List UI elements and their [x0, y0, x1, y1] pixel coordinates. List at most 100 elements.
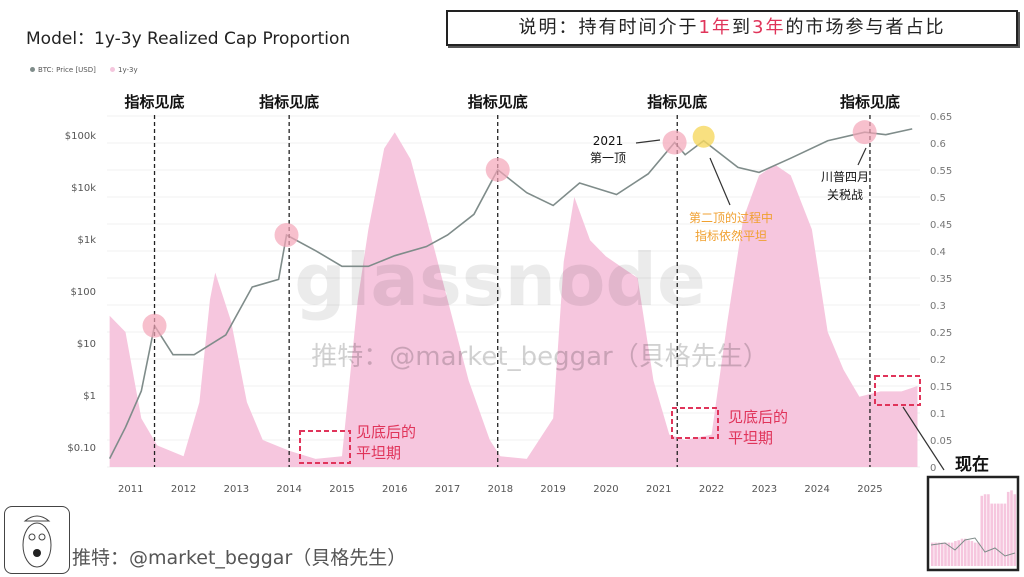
- inset-bar: [950, 542, 954, 566]
- inset-bar: [947, 542, 951, 566]
- annotation-flat-b: 平坦期: [728, 429, 773, 447]
- flat-period-box: [299, 430, 351, 464]
- annotation-2021: 2021: [593, 134, 624, 148]
- inset-bar: [934, 542, 937, 566]
- bottom-label: 指标见底: [840, 93, 900, 111]
- footer-handle: 推特：@market_beggar（貝格先生）: [72, 547, 407, 569]
- note-text: 到: [732, 17, 752, 38]
- right-tick-label: 0.55: [930, 166, 952, 177]
- inset-bar: [1013, 494, 1017, 566]
- peak-circle: [852, 120, 877, 145]
- x-tick-label: 2011: [118, 484, 143, 495]
- x-tick-label: 2016: [382, 484, 407, 495]
- inset-bar: [1010, 490, 1013, 566]
- right-tick-label: 0.65: [930, 112, 952, 123]
- inset-bar: [1000, 503, 1003, 566]
- x-tick-label: 2021: [646, 484, 671, 495]
- inset-bar: [1006, 491, 1010, 566]
- watermark-glassnode: glassnode: [294, 238, 706, 322]
- left-tick-label: $100: [71, 287, 96, 298]
- inset-bar: [954, 541, 957, 566]
- right-tick-label: 0.45: [930, 220, 952, 231]
- inset-bar: [931, 542, 934, 566]
- inset-bar: [967, 540, 970, 566]
- inset-bar: [940, 542, 944, 566]
- note-text: 的市场参与者占比: [785, 17, 946, 38]
- peak-circle: [274, 223, 299, 247]
- x-tick-label: 2020: [593, 484, 618, 495]
- right-tick-label: 0.1: [930, 409, 946, 420]
- annotation-trump: 川普四月: [821, 170, 869, 184]
- legend-dot: [30, 67, 35, 72]
- x-tick-label: 2017: [435, 484, 460, 495]
- inset-bar: [983, 494, 987, 566]
- inset-price-line: [930, 537, 1016, 557]
- x-tick-label: 2012: [171, 484, 196, 495]
- chart-title: Model：1y-3y Realized Cap Proportion: [26, 29, 351, 49]
- explanation-box: 说明：持有时间介于1年到3年的市场参与者占比: [446, 10, 1018, 46]
- left-tick-label: $1: [83, 391, 96, 402]
- legend-1y3y: 1y-3y: [110, 66, 138, 74]
- x-tick-label: 2023: [752, 484, 777, 495]
- annotation-second-top-b: 指标依然平坦: [695, 228, 767, 243]
- left-tick-label: $1k: [77, 235, 96, 246]
- bottom-label: 指标见底: [259, 93, 319, 111]
- x-tick-label: 2018: [488, 484, 513, 495]
- inset-bar: [957, 540, 960, 566]
- arrow: [902, 406, 945, 471]
- x-tick-label: 2015: [329, 484, 354, 495]
- arrow: [709, 157, 731, 206]
- left-tick-label: $10k: [71, 183, 96, 194]
- annotation-flat: 见底后的: [728, 408, 788, 426]
- annotation-flat: 见底后的: [356, 423, 416, 441]
- annotation-first-top: 第一顶: [590, 151, 626, 165]
- x-tick-label: 2013: [224, 484, 249, 495]
- left-tick-label: $0.10: [67, 443, 96, 454]
- inset-bar: [944, 542, 947, 566]
- peak-circle: [142, 313, 167, 338]
- inset-bar: [1003, 503, 1007, 566]
- right-tick-label: 0.5: [930, 193, 946, 204]
- right-tick-label: 0: [930, 463, 936, 474]
- flat-period-box: [671, 407, 719, 439]
- annotation-now: 现在: [955, 454, 989, 475]
- inset-bar: [964, 538, 967, 566]
- legend-price: BTC: Price [USD]: [30, 66, 96, 74]
- area-1y-3y: [109, 132, 918, 467]
- x-tick-label: 2014: [276, 484, 301, 495]
- right-tick-label: 0.35: [930, 274, 952, 285]
- bottom-label: 指标见底: [647, 93, 707, 111]
- right-tick-label: 0.15: [930, 382, 952, 393]
- annotation-flat-b: 平坦期: [356, 444, 401, 462]
- arrow: [857, 147, 867, 166]
- left-tick-label: $10: [77, 339, 96, 350]
- right-tick-label: 0.2: [930, 355, 946, 366]
- left-tick-label: $100k: [65, 131, 96, 142]
- right-tick-label: 0.4: [930, 247, 946, 258]
- price-line: [108, 128, 913, 460]
- right-tick-label: 0.6: [930, 139, 946, 150]
- right-tick-label: 0.05: [930, 436, 952, 447]
- x-tick-label: 2024: [804, 484, 829, 495]
- avatar: [4, 506, 70, 574]
- arrow: [635, 139, 661, 144]
- peak-circle: [485, 157, 510, 182]
- inset-bar: [960, 538, 964, 566]
- bottom-label: 指标见底: [125, 93, 185, 111]
- legend-label: BTC: Price [USD]: [38, 66, 96, 74]
- inset-bar: [973, 542, 977, 566]
- inset-bar: [993, 503, 997, 566]
- second-top-circle: [692, 125, 715, 148]
- now-box: [874, 375, 921, 406]
- note-text: 说明：持有时间介于: [518, 17, 699, 38]
- inset-bar: [997, 503, 1000, 566]
- x-tick-label: 2025: [857, 484, 882, 495]
- peak-circle: [662, 130, 687, 155]
- inset-bar: [970, 541, 974, 566]
- watermark-handle: 推特：@market_beggar（貝格先生）: [311, 342, 768, 372]
- x-tick-label: 2022: [699, 484, 724, 495]
- inset-bar: [977, 542, 980, 566]
- bottom-label: 指标见底: [468, 93, 528, 111]
- legend-label: 1y-3y: [118, 66, 138, 74]
